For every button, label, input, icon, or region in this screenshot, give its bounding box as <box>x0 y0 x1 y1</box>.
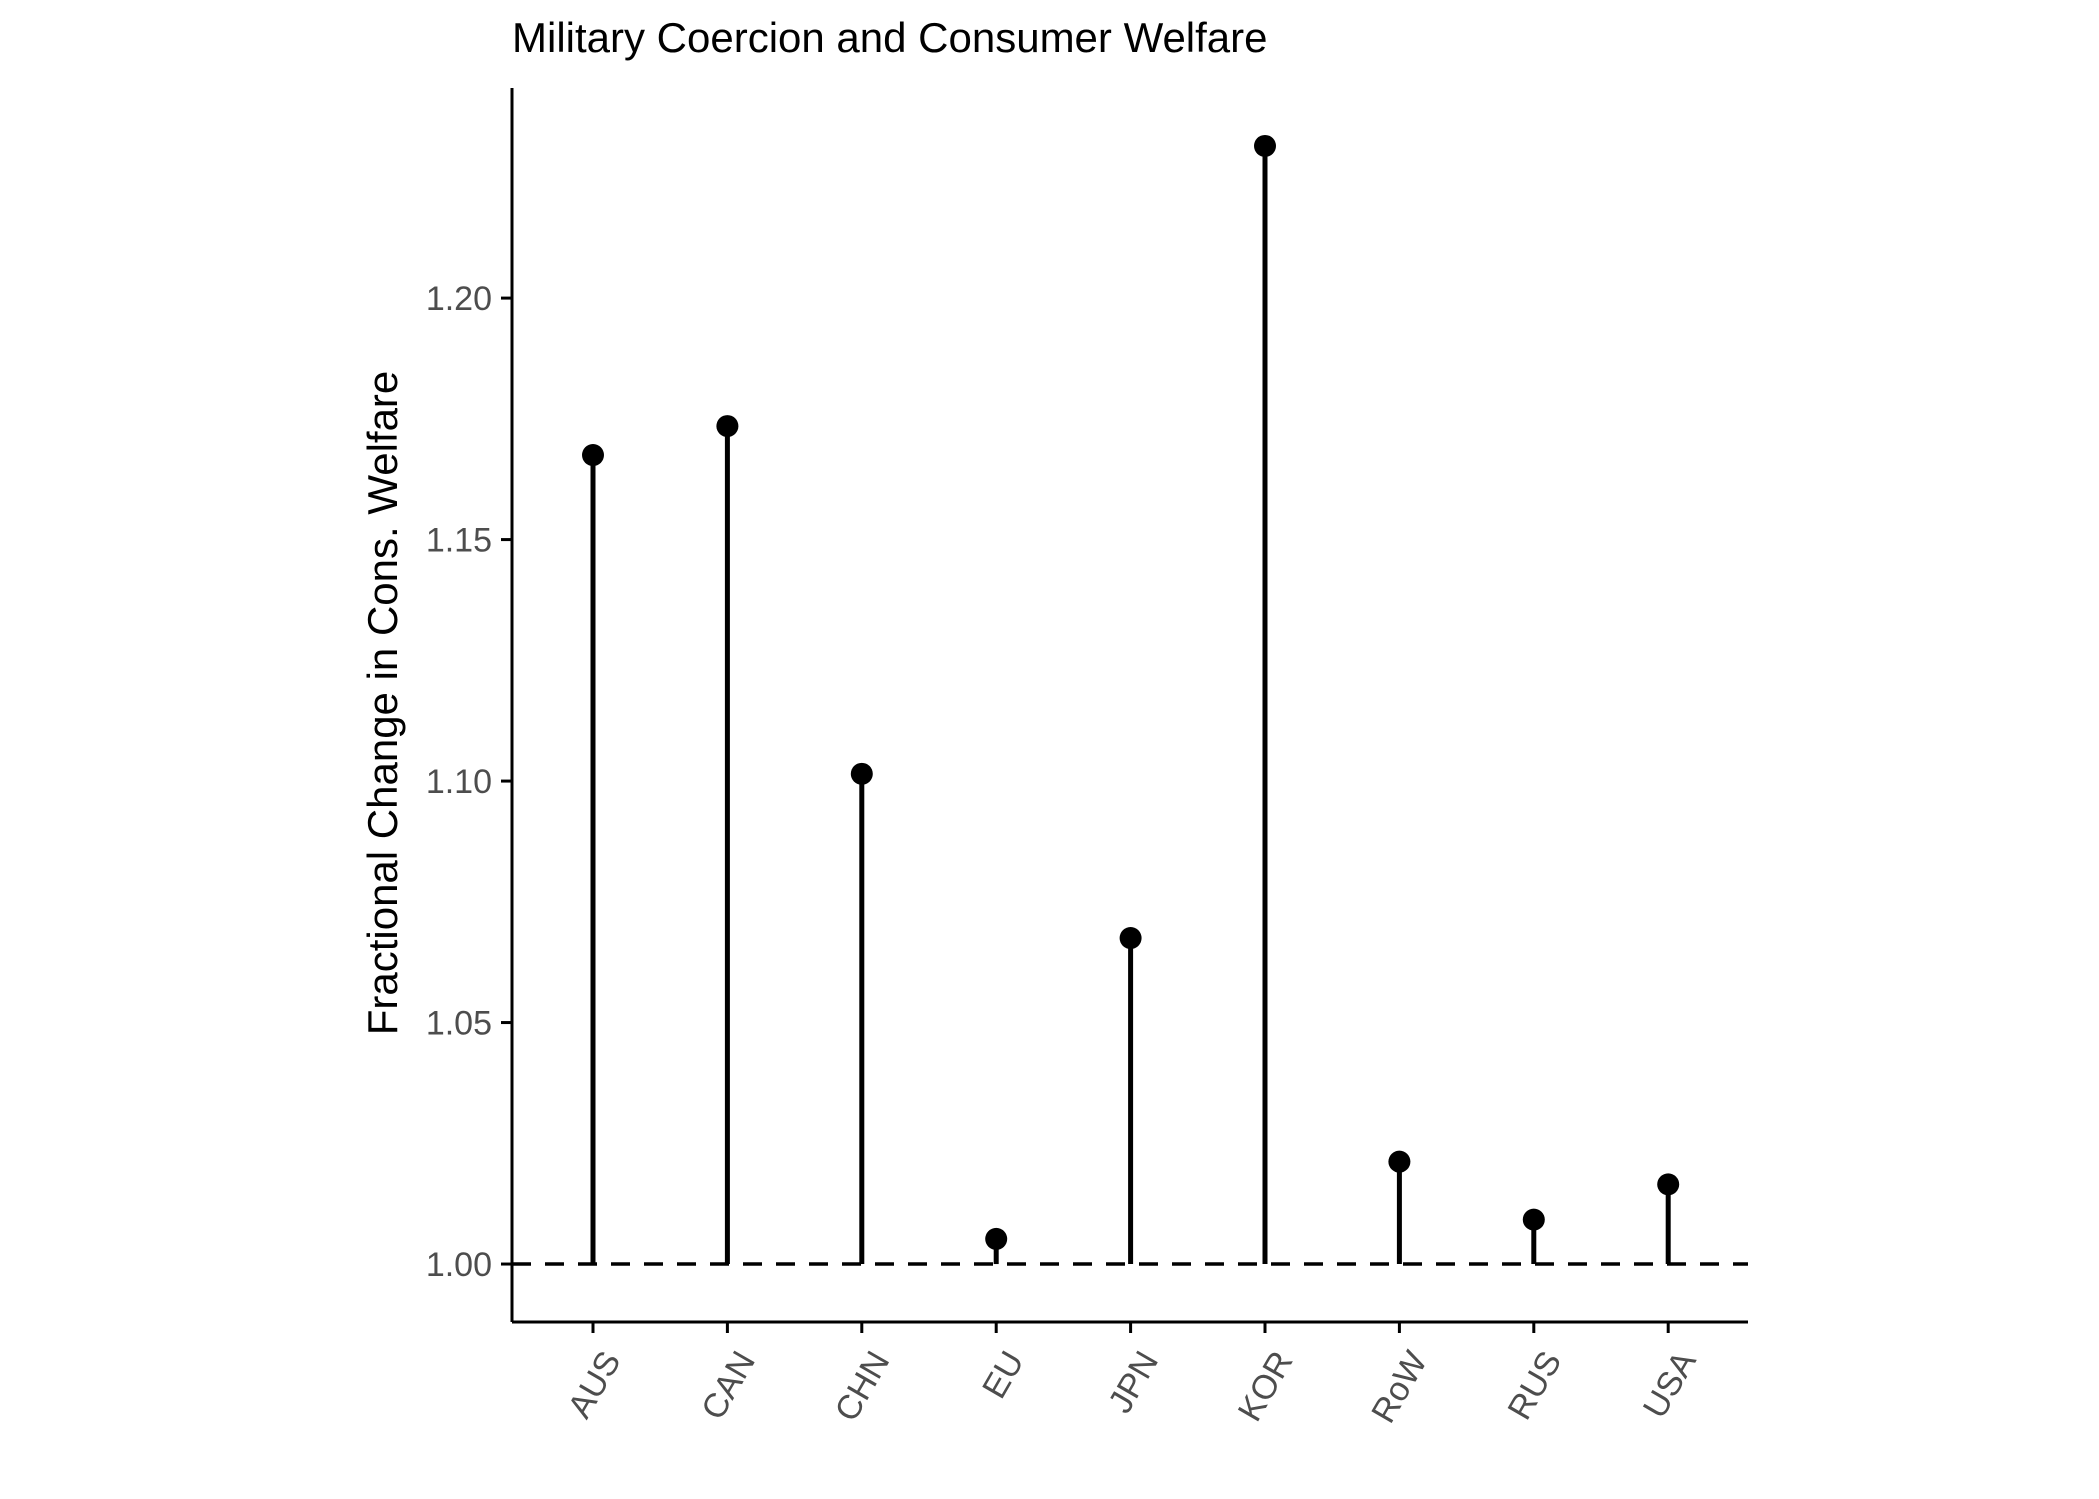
x-tick-label: KOR <box>1231 1345 1301 1428</box>
y-tick-label: 1.15 <box>426 522 492 560</box>
lollipop-point <box>985 1227 1008 1250</box>
lollipop-point <box>1522 1208 1545 1231</box>
x-tick-label: RoW <box>1364 1345 1435 1429</box>
y-axis-title: Fractional Change in Cons. Welfare <box>359 371 406 1036</box>
y-tick-label: 1.10 <box>426 763 492 801</box>
lollipop-point <box>582 444 604 467</box>
y-tick-label: 1.00 <box>426 1246 492 1284</box>
x-tick-label: JPN <box>1101 1345 1166 1420</box>
lollipop-point <box>1254 134 1276 157</box>
x-tick-label: EU <box>975 1345 1032 1405</box>
lollipop-point <box>1388 1150 1411 1173</box>
y-axis-ticks: 1.00 1.05 1.10 1.15 1.20 <box>426 280 512 1284</box>
x-tick-label: CAN <box>694 1345 763 1426</box>
y-tick-label: 1.05 <box>426 1005 492 1043</box>
x-tick-label: USA <box>1636 1345 1704 1425</box>
x-tick-label: RUS <box>1501 1345 1570 1426</box>
lollipop-stems <box>590 145 1671 1265</box>
lollipop-point <box>850 762 873 785</box>
lollipop-point <box>1657 1173 1680 1196</box>
chart-title: Military Coercion and Consumer Welfare <box>512 14 1268 61</box>
x-tick-label: AUS <box>561 1345 629 1425</box>
lollipop-point <box>1119 927 1142 950</box>
lollipop-points <box>582 134 1680 1250</box>
y-tick-label: 1.20 <box>426 280 492 318</box>
x-axis-ticks: AUS CAN CHN EU JPN KOR RoW RUS USA <box>561 1322 1704 1429</box>
lollipop-point <box>716 415 739 438</box>
x-tick-label: CHN <box>828 1345 898 1428</box>
